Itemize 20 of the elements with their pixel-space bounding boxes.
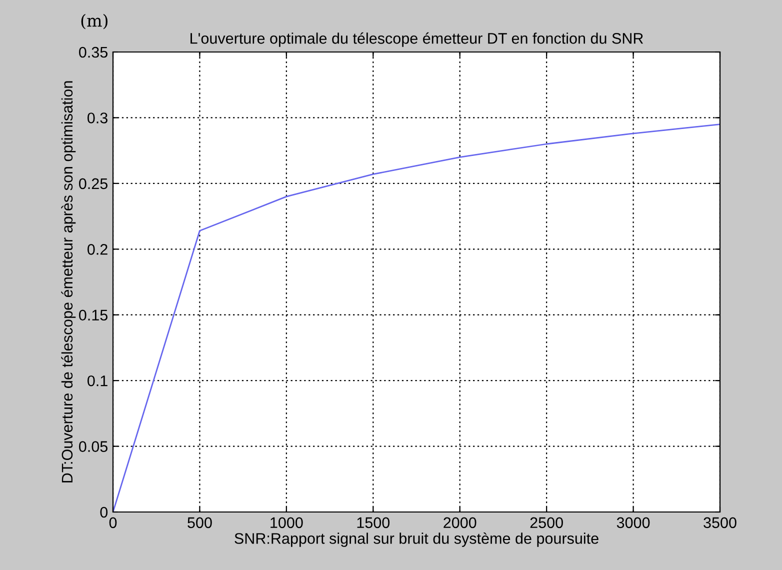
y-tick-label: 0.05	[79, 441, 108, 452]
x-tick-label: 2000	[444, 517, 476, 528]
x-tick-label: 0	[109, 517, 117, 528]
y-tick-label: 0	[100, 506, 108, 518]
x-tick-label: 1500	[357, 517, 390, 528]
y-tick-label: 0.25	[79, 178, 108, 190]
x-tick-label: 3000	[616, 517, 650, 528]
x-tick-label: 500	[188, 517, 212, 528]
chart-title: L'ouverture optimale du télescope émetteur DT en fonction du SNR	[190, 32, 644, 47]
x-tick-label: 2500	[530, 517, 563, 528]
text: (m)	[81, 14, 108, 30]
x-tick-label: 1000	[270, 517, 303, 528]
y-tick-label: 0.3	[88, 112, 108, 124]
y-tick-label: 0.1	[88, 375, 108, 386]
y-tick-label: 0.35	[79, 46, 108, 58]
x-axis-title: SNR:Rapport signal sur bruit du système de poursuite	[234, 532, 598, 547]
y-axis-title: DT:Ouverture de télescope émetteur après son optimisation	[61, 81, 76, 482]
y-tick-label: 0.15	[79, 310, 108, 321]
x-tick-label: 3500	[704, 517, 736, 528]
y-tick-label: 0.2	[88, 244, 108, 255]
